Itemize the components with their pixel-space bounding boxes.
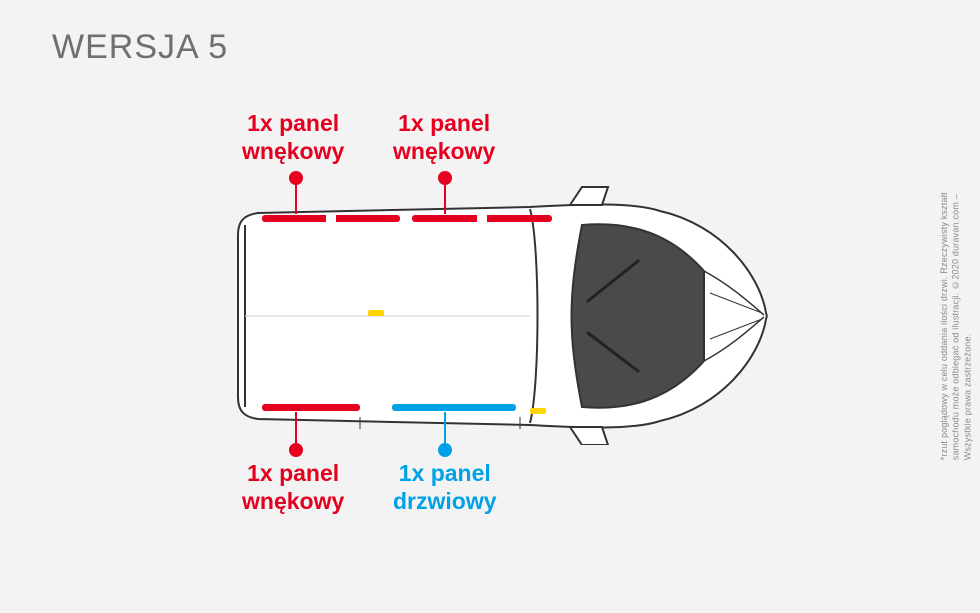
label-line2: wnękowy [242,138,344,164]
pin-bot-right [444,412,446,450]
label-line1: 1x panel [247,460,339,486]
label-line1: 1x panel [247,110,339,136]
panel-bar-top-left [262,215,400,222]
label-line2: drzwiowy [393,488,497,514]
pin-top-left [295,178,297,214]
panel-bar-bot-right [392,404,516,411]
panel-bar-bot-left [262,404,360,411]
label-line2: wnękowy [242,488,344,514]
label-top-right: 1x panel wnękowy [393,110,495,165]
disclaimer-text: *rzut poglądowy w celu oddania ilości dr… [939,153,974,460]
label-top-left: 1x panel wnękowy [242,110,344,165]
label-line1: 1x panel [398,110,490,136]
detail-yellow-bottom [530,408,546,414]
detail-yellow-top [368,310,384,316]
label-bot-right: 1x panel drzwiowy [393,460,497,515]
label-line1: 1x panel [399,460,491,486]
pin-bot-left [295,412,297,450]
label-bot-left: 1x panel wnękowy [242,460,344,515]
pin-top-right [444,178,446,214]
label-line2: wnękowy [393,138,495,164]
page-title: WERSJA 5 [52,28,228,67]
panel-bar-top-right [412,215,552,222]
